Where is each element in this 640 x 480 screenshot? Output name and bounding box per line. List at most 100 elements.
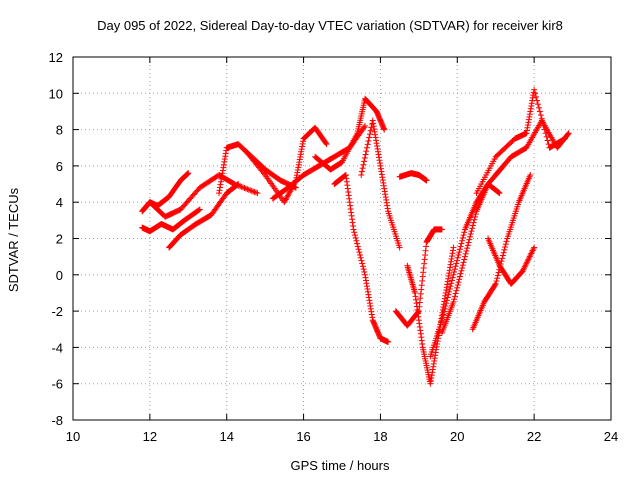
data-point: [438, 226, 445, 233]
data-point: [449, 277, 456, 284]
data-point: [282, 197, 289, 204]
data-point: [526, 253, 533, 260]
data-point: [235, 182, 242, 189]
data-point: [444, 294, 451, 301]
data-point: [495, 189, 502, 196]
data-point: [530, 246, 537, 253]
data-point: [366, 131, 373, 138]
data-point: [355, 246, 362, 253]
data-point: [342, 172, 349, 179]
x-tick-label: 18: [373, 429, 387, 444]
data-point: [535, 104, 542, 111]
data-point: [458, 267, 465, 274]
data-point: [361, 154, 368, 161]
data-point: [461, 253, 468, 260]
data-point: [396, 244, 403, 251]
data-point: [500, 249, 507, 256]
data-point: [363, 144, 370, 151]
x-tick-label: 20: [450, 429, 464, 444]
data-point: [532, 90, 539, 97]
data-point: [195, 207, 202, 214]
data-point: [499, 252, 506, 259]
data-point: [359, 263, 366, 270]
data-point: [351, 229, 358, 236]
data-point: [423, 177, 430, 184]
data-point: [450, 244, 457, 251]
data-point: [359, 165, 366, 172]
data-point: [523, 259, 530, 266]
data-point: [527, 171, 534, 178]
data-point: [354, 240, 361, 247]
data-point: [450, 299, 457, 306]
data-point: [528, 248, 535, 255]
data-point: [459, 234, 466, 241]
data-point: [445, 291, 452, 298]
data-point: [455, 279, 462, 286]
data-point: [282, 196, 289, 203]
data-point: [358, 257, 365, 264]
data-point: [463, 247, 470, 254]
data-point: [460, 232, 467, 239]
data-point: [354, 243, 361, 250]
data-point: [522, 262, 529, 269]
data-point: [454, 254, 461, 261]
x-axis-label: GPS time / hours: [291, 458, 390, 473]
data-point: [525, 256, 532, 263]
data-point: [385, 338, 392, 345]
data-point: [455, 251, 462, 258]
data-point: [241, 185, 248, 192]
data-point: [323, 141, 330, 148]
data-point: [351, 232, 358, 239]
data-point: [468, 228, 475, 235]
data-point: [520, 266, 527, 273]
data-point: [322, 140, 329, 147]
data-point: [495, 188, 502, 195]
data-point: [366, 134, 373, 141]
data-point: [244, 186, 251, 193]
data-point: [185, 170, 192, 177]
data-point: [537, 112, 544, 119]
data-point: [248, 187, 255, 194]
data-point: [358, 171, 365, 178]
data-point: [521, 263, 528, 270]
y-tick-label: 2: [56, 232, 63, 247]
data-point: [439, 314, 446, 321]
x-tick-label: 16: [296, 429, 310, 444]
data-point: [543, 133, 550, 140]
data-point: [465, 239, 472, 246]
data-point: [448, 280, 455, 287]
data-point: [464, 245, 471, 252]
data-point: [467, 230, 474, 237]
data-point: [503, 238, 510, 245]
data-point: [358, 168, 365, 175]
data-point: [285, 191, 292, 198]
data-point: [361, 268, 368, 275]
y-tick-label: 4: [56, 195, 63, 210]
data-point: [446, 285, 453, 292]
data-point: [442, 302, 449, 309]
data-point: [231, 181, 238, 188]
data-point: [462, 250, 469, 257]
data-point: [283, 195, 290, 202]
data-point: [459, 237, 466, 244]
data-point: [499, 255, 506, 262]
data-point: [367, 127, 374, 134]
data-point: [494, 272, 501, 279]
data-point: [352, 234, 359, 241]
data-point: [381, 126, 388, 133]
data-point: [494, 275, 501, 282]
data-point: [453, 260, 460, 267]
data-point: [451, 268, 458, 275]
data-point: [253, 189, 260, 196]
data-point: [250, 188, 257, 195]
x-tick-label: 14: [219, 429, 233, 444]
data-point: [529, 247, 536, 254]
data-point: [362, 122, 369, 129]
data-point: [452, 290, 459, 297]
data-point: [361, 124, 368, 131]
data-point: [454, 284, 461, 291]
data-point: [357, 251, 364, 258]
y-tick-label: 0: [56, 268, 63, 283]
data-point: [242, 185, 249, 192]
